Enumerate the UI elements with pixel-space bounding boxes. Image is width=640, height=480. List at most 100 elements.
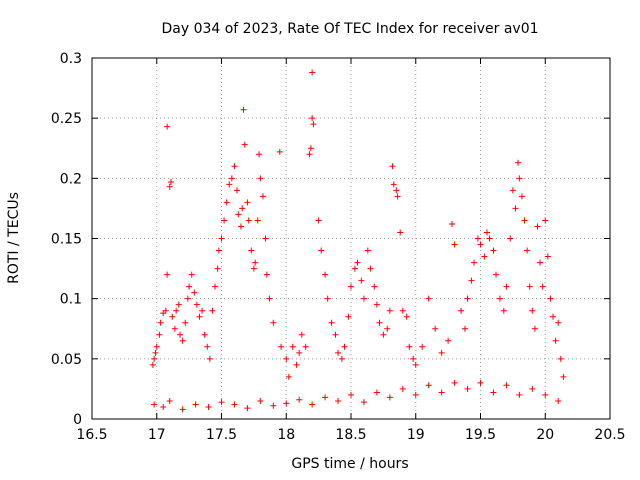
data-point [302, 343, 309, 350]
data-point [283, 400, 290, 407]
chart-title: Day 034 of 2023, Rate Of TEC Index for r… [161, 21, 538, 37]
data-point [474, 235, 481, 242]
data-point [318, 247, 325, 254]
data-point [464, 295, 471, 302]
data-point [162, 307, 169, 314]
data-point [257, 175, 264, 182]
data-point [278, 343, 285, 350]
data-point [354, 259, 361, 266]
data-point [184, 295, 191, 302]
data-point [451, 241, 458, 248]
data-point [193, 301, 200, 308]
data-point [341, 343, 348, 350]
data-point [191, 289, 198, 296]
data-point [464, 385, 471, 392]
data-point [206, 355, 213, 362]
data-point [483, 229, 490, 236]
data-point [324, 295, 331, 302]
data-point [215, 247, 222, 254]
data-point [338, 355, 345, 362]
data-point [309, 115, 316, 122]
data-point [524, 247, 531, 254]
data-point [351, 265, 358, 272]
data-point [425, 295, 432, 302]
data-point [560, 373, 567, 380]
data-point [399, 385, 406, 392]
data-point [438, 389, 445, 396]
data-point [234, 187, 241, 194]
data-point [276, 148, 283, 155]
data-point [555, 319, 562, 326]
data-point [332, 331, 339, 338]
data-point [490, 247, 497, 254]
y-tick-label: 0.3 [60, 51, 82, 67]
data-point [257, 397, 264, 404]
data-point [171, 325, 178, 332]
y-tick-label: 0 [73, 412, 82, 428]
data-point [164, 123, 171, 130]
x-tick-label: 16.5 [76, 427, 107, 443]
data-point [240, 106, 247, 113]
data-point [153, 343, 160, 350]
data-point [512, 205, 519, 212]
data-point [231, 401, 238, 408]
data-point [555, 397, 562, 404]
data-point [557, 355, 564, 362]
x-tick-label: 18 [277, 427, 295, 443]
data-point [348, 283, 354, 290]
data-point [384, 325, 391, 332]
data-point [315, 217, 322, 224]
data-point [493, 271, 500, 278]
data-point [451, 379, 458, 386]
x-tick-label: 20 [536, 427, 554, 443]
data-point [550, 313, 557, 320]
data-point [218, 399, 225, 406]
data-point [182, 319, 189, 326]
data-point [503, 283, 510, 290]
data-point [515, 159, 522, 166]
data-point [471, 259, 478, 266]
data-point [254, 217, 261, 224]
data-points [149, 69, 567, 413]
data-point [386, 394, 393, 401]
data-point [477, 241, 484, 248]
data-point [544, 253, 551, 260]
data-point [534, 223, 541, 230]
data-point [547, 295, 554, 302]
data-point [248, 247, 255, 254]
data-point [386, 307, 393, 314]
data-point [201, 331, 208, 338]
data-point [160, 403, 167, 410]
x-tick-label: 19.5 [465, 427, 496, 443]
data-point [526, 283, 533, 290]
data-point [283, 355, 290, 362]
data-point [307, 145, 314, 152]
data-point [390, 181, 397, 188]
data-point [496, 295, 503, 302]
data-point [166, 183, 173, 190]
data-point [199, 307, 206, 314]
data-point [209, 307, 216, 314]
data-point [285, 373, 292, 380]
data-point [537, 259, 544, 266]
data-point [306, 151, 313, 158]
data-point [539, 283, 546, 290]
data-point [345, 313, 352, 320]
data-point [237, 223, 244, 230]
data-point [231, 163, 238, 170]
data-point [223, 199, 230, 206]
data-point [270, 402, 277, 409]
data-point [192, 401, 199, 408]
data-point [151, 355, 158, 362]
data-point [458, 307, 465, 314]
data-point [205, 403, 212, 410]
data-point [166, 397, 173, 404]
data-point [221, 217, 228, 224]
data-point [360, 399, 367, 406]
data-point [389, 163, 396, 170]
data-point [152, 349, 159, 356]
data-point [412, 361, 419, 368]
data-point [245, 217, 252, 224]
data-point [175, 301, 182, 308]
data-point [393, 187, 400, 194]
